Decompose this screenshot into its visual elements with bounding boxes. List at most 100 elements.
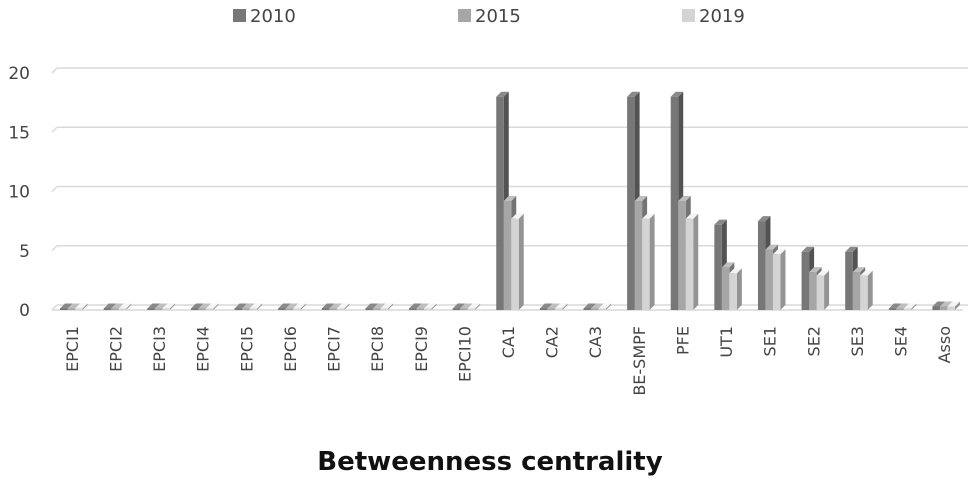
- bar-front: [380, 308, 388, 310]
- bar-front: [765, 249, 773, 310]
- bar-front: [365, 308, 373, 310]
- bar-top: [816, 270, 830, 276]
- bar-top: [285, 303, 299, 309]
- bar-top: [409, 303, 422, 309]
- y-axis-ticks: 0 5 10 15 20: [8, 64, 30, 321]
- x-tick-label: SE1: [761, 326, 780, 356]
- x-axis-category-labels: EPCI1 EPCI2 EPCI3 EPCI4 EPCI5 EPCI6 EPCI7 EPCI8…: [63, 326, 954, 396]
- bar-front: [860, 275, 868, 310]
- bar-top: [685, 213, 699, 219]
- bar-top: [162, 303, 175, 309]
- bar-front: [511, 218, 519, 310]
- bar-top: [860, 270, 873, 276]
- bar-top: [590, 303, 604, 309]
- bar-top: [757, 216, 771, 222]
- bar-top: [539, 303, 553, 309]
- bar-front: [249, 308, 258, 310]
- y-tick-label: 15: [8, 123, 30, 143]
- bar-front: [809, 272, 817, 310]
- bar-top: [598, 303, 611, 309]
- bar-top: [198, 303, 211, 309]
- bar-top: [583, 303, 596, 309]
- bar-EPCI6-2019: [293, 303, 306, 310]
- bar-front: [801, 251, 810, 310]
- bar-front: [198, 308, 206, 310]
- bar-EPCI3-2019: [162, 303, 175, 310]
- bar-front: [75, 308, 83, 310]
- bar-front: [278, 308, 286, 310]
- bar-side: [649, 213, 655, 310]
- bar-CA1-2019: [511, 213, 524, 310]
- bar-front: [111, 308, 119, 310]
- bar-top: [336, 303, 350, 309]
- bar-top: [554, 303, 568, 309]
- bar-front: [888, 308, 897, 310]
- bar-front: [336, 308, 345, 310]
- bar-top: [903, 303, 917, 309]
- x-tick-label: CA1: [499, 326, 518, 358]
- bar-side: [824, 270, 830, 310]
- bar-front: [757, 221, 766, 310]
- x-tick-label: EPCI4: [194, 326, 213, 372]
- bar-side: [169, 303, 175, 310]
- gridline-depth: [51, 185, 58, 193]
- x-tick-label: EPCI2: [106, 326, 125, 372]
- bar-front: [896, 308, 904, 310]
- gridline-depth: [51, 245, 58, 252]
- bar-top: [452, 303, 466, 309]
- bar-front: [234, 308, 243, 310]
- bar-EPCI8-2019: [380, 303, 393, 310]
- bar-top: [118, 303, 132, 309]
- bar-top: [329, 303, 342, 309]
- bar-UT1-2019: [729, 268, 742, 310]
- bar-top: [765, 244, 778, 250]
- bar-top: [416, 303, 430, 309]
- legend-swatch-2010: [233, 9, 246, 22]
- bar-front: [118, 308, 127, 310]
- bar-top: [729, 268, 742, 274]
- bar-top: [67, 303, 81, 309]
- bar-top: [627, 91, 640, 97]
- bar-front: [321, 308, 330, 310]
- x-tick-label: CA2: [543, 326, 562, 358]
- x-tick-label: EPCI1: [63, 326, 82, 372]
- bar-CA2-2019: [554, 303, 568, 310]
- bar-SE1-2019: [772, 249, 786, 310]
- bar-side: [126, 303, 132, 310]
- x-tick-label: EPCI6: [281, 326, 300, 372]
- bar-BE-SMPF-2019: [642, 213, 655, 310]
- bar-front: [460, 308, 468, 310]
- bar-side: [867, 270, 873, 310]
- bar-front: [329, 308, 337, 310]
- legend-label-2019: 2019: [699, 6, 745, 27]
- bar-front: [452, 308, 461, 310]
- bar-top: [234, 303, 248, 309]
- bar-top: [845, 246, 858, 252]
- bar-top: [496, 91, 509, 97]
- bar-top: [503, 195, 517, 201]
- bar-SE3-2019: [860, 270, 873, 310]
- bar-front: [816, 275, 825, 310]
- bar-front: [103, 308, 112, 310]
- x-tick-label: SE2: [804, 326, 823, 356]
- bar-side: [257, 303, 263, 310]
- bar-front: [627, 96, 635, 310]
- bar-EPCI5-2019: [249, 303, 263, 310]
- bar-EPCI1-2019: [75, 303, 88, 310]
- x-tick-label: BE-SMPF: [630, 326, 649, 396]
- bar-side: [911, 303, 917, 310]
- bar-front: [496, 96, 504, 310]
- x-tick-label: UT1: [717, 326, 736, 358]
- legend-label-2015: 2015: [475, 6, 521, 27]
- bar-top: [60, 303, 73, 309]
- bar-front: [845, 251, 853, 310]
- bar-CA3-2019: [598, 303, 611, 310]
- bar-top: [154, 303, 168, 309]
- bar-front: [590, 308, 599, 310]
- bar-front: [554, 308, 563, 310]
- bar-top: [75, 303, 88, 309]
- bar-side: [605, 303, 611, 310]
- bar-front: [903, 308, 912, 310]
- bar-PFE-2019: [685, 213, 699, 310]
- bar-top: [278, 303, 291, 309]
